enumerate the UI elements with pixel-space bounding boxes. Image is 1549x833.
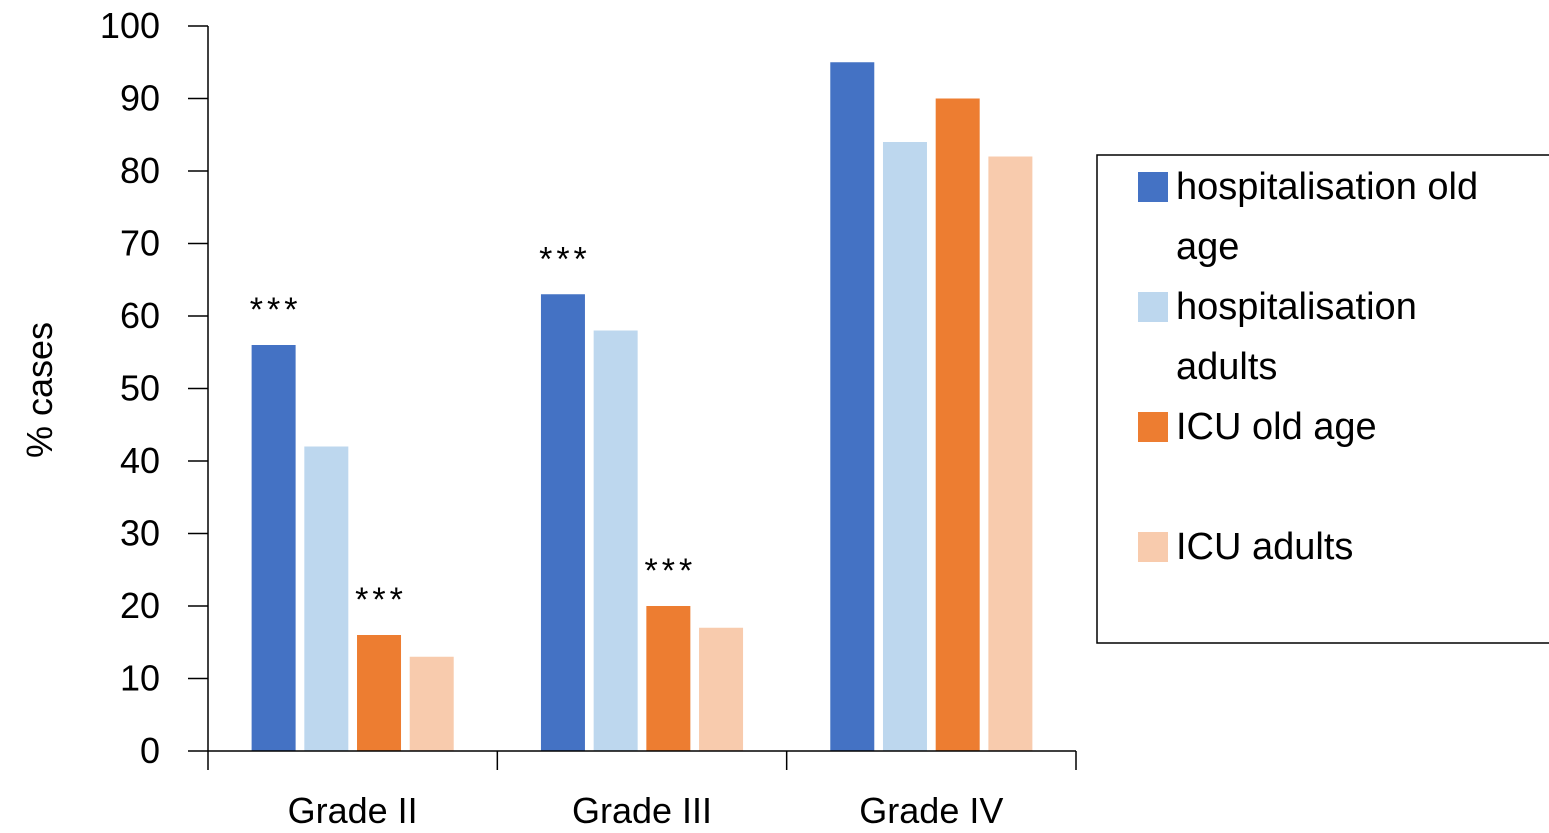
bar xyxy=(409,656,454,751)
bar xyxy=(646,606,691,751)
x-tick-label: Grade II xyxy=(288,790,418,831)
legend-label: hospitalisation xyxy=(1176,286,1417,328)
x-tick-label: Grade III xyxy=(572,790,712,831)
y-tick-label: 100 xyxy=(100,5,160,46)
axes: 0 10 20 30 40 50 60 70 80 90 100 Grade II Grade III G… xyxy=(100,5,1077,831)
bar xyxy=(593,330,638,751)
y-axis-title: % cases xyxy=(19,322,60,458)
bar xyxy=(357,635,402,751)
legend-box xyxy=(1096,154,1549,644)
y-tick-label: 50 xyxy=(120,368,160,409)
y-tick-label: 20 xyxy=(120,585,160,626)
legend: hospitalisation old age hospitalisation adu… xyxy=(1096,154,1549,644)
significance-annotations: *** *** *** *** xyxy=(250,240,696,619)
y-tick-label: 40 xyxy=(120,440,160,481)
legend-swatch xyxy=(1138,292,1168,322)
bar xyxy=(830,62,875,751)
legend-swatch xyxy=(1138,532,1168,562)
y-tick-label: 10 xyxy=(120,658,160,699)
bar xyxy=(882,142,927,751)
y-tick-label: 0 xyxy=(140,730,160,771)
bar xyxy=(304,446,349,751)
bar xyxy=(935,98,980,751)
bar xyxy=(988,156,1033,751)
bar xyxy=(699,627,744,751)
legend-swatch xyxy=(1138,412,1168,442)
y-tick-label: 70 xyxy=(120,223,160,264)
significance-marker: *** xyxy=(355,581,407,619)
bar xyxy=(251,345,296,751)
legend-label: ICU old age xyxy=(1176,406,1377,448)
y-axis-title-group: % cases xyxy=(19,322,60,458)
legend-label: adults xyxy=(1176,346,1277,388)
bar xyxy=(540,294,585,751)
y-tick-label: 90 xyxy=(120,78,160,119)
significance-marker: *** xyxy=(644,552,696,590)
y-tick-label: 80 xyxy=(120,150,160,191)
legend-label: hospitalisation old xyxy=(1176,166,1478,208)
y-tick-label: 30 xyxy=(120,513,160,554)
significance-marker: *** xyxy=(250,291,302,329)
significance-marker: *** xyxy=(539,240,591,278)
x-tick-label: Grade IV xyxy=(859,790,1003,831)
y-tick-label: 60 xyxy=(120,295,160,336)
legend-label: ICU adults xyxy=(1176,526,1353,568)
legend-swatch xyxy=(1138,172,1168,202)
bars xyxy=(251,62,1033,751)
legend-label: age xyxy=(1176,226,1239,268)
